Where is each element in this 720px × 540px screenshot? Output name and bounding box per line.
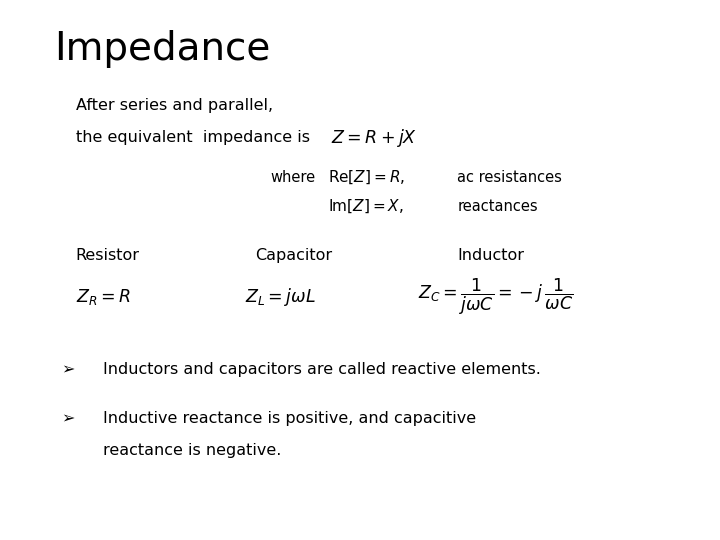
Text: Resistor: Resistor	[76, 248, 140, 263]
Text: $\mathrm{Im}[Z]= X,$: $\mathrm{Im}[Z]= X,$	[328, 198, 403, 215]
Text: $Z = R + jX$: $Z = R + jX$	[331, 127, 418, 148]
Text: Inductors and capacitors are called reactive elements.: Inductors and capacitors are called reac…	[103, 362, 541, 377]
Text: ac resistances: ac resistances	[457, 170, 562, 185]
Text: $Z_L = j\omega L$: $Z_L = j\omega L$	[245, 286, 315, 308]
Text: reactance is negative.: reactance is negative.	[103, 443, 282, 458]
Text: Inductor: Inductor	[457, 248, 524, 263]
Text: $Z_C = \dfrac{1}{j\omega C} = -j\,\dfrac{1}{\omega C}$: $Z_C = \dfrac{1}{j\omega C} = -j\,\dfrac…	[418, 277, 573, 317]
Text: After series and parallel,: After series and parallel,	[76, 98, 273, 113]
Text: ➢: ➢	[61, 362, 75, 377]
Text: where: where	[270, 170, 315, 185]
Text: the equivalent  impedance is: the equivalent impedance is	[76, 130, 310, 145]
Text: Impedance: Impedance	[54, 30, 271, 68]
Text: $\mathrm{Re}[Z]= R,$: $\mathrm{Re}[Z]= R,$	[328, 168, 405, 186]
Text: Capacitor: Capacitor	[256, 248, 333, 263]
Text: ➢: ➢	[61, 411, 75, 426]
Text: $Z_R = R$: $Z_R = R$	[76, 287, 130, 307]
Text: Inductive reactance is positive, and capacitive: Inductive reactance is positive, and cap…	[103, 411, 476, 426]
Text: reactances: reactances	[457, 199, 538, 214]
